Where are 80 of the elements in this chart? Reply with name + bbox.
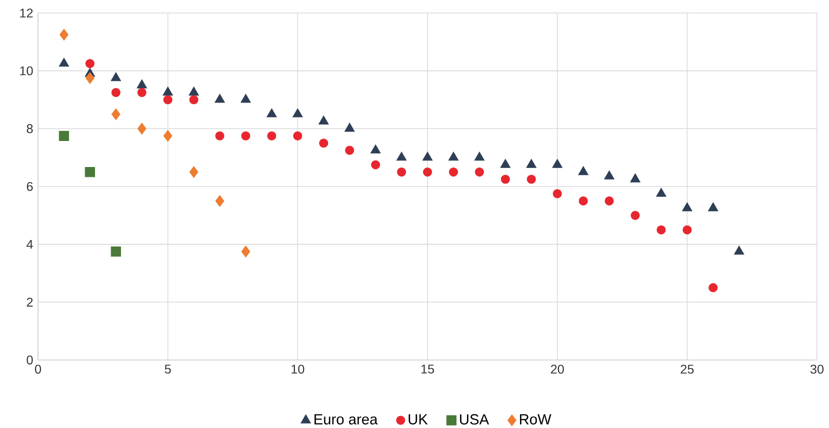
point: [396, 152, 407, 161]
legend-label: RoW: [520, 414, 552, 424]
point: [266, 108, 277, 118]
point: [448, 167, 458, 177]
point: [85, 59, 94, 68]
x-tick-label: 0: [34, 364, 42, 374]
point: [110, 246, 121, 257]
point: [682, 225, 692, 234]
y-tick-label: 10: [20, 66, 33, 76]
point: [344, 122, 355, 132]
point: [578, 166, 588, 176]
point: [58, 130, 70, 141]
point: [214, 94, 225, 103]
point: [189, 95, 198, 104]
point: [188, 86, 199, 96]
legend-label: UK: [408, 414, 428, 424]
point: [136, 79, 147, 88]
point: [708, 202, 718, 212]
point: [422, 167, 432, 177]
point: [604, 196, 614, 206]
y-tick-label: 4: [26, 240, 33, 249]
point: [241, 131, 250, 140]
point: [137, 88, 146, 98]
point: [656, 225, 666, 234]
y-tick-label: 2: [26, 298, 33, 307]
point: [422, 152, 433, 161]
point: [552, 189, 562, 198]
point: [474, 167, 484, 177]
x-tick-label: 25: [680, 364, 694, 374]
point: [656, 188, 666, 197]
point: [630, 210, 640, 220]
point: [58, 58, 70, 67]
point: [345, 146, 354, 155]
point: [111, 108, 120, 120]
point: [241, 246, 250, 258]
x-tick-label: 15: [421, 364, 434, 374]
point: [318, 116, 329, 124]
point: [292, 108, 303, 118]
point: [526, 174, 536, 184]
x-tick-label: 30: [810, 364, 824, 374]
point: [500, 158, 511, 168]
point: [293, 131, 302, 140]
point: [137, 122, 146, 135]
y-tick-label: 6: [26, 182, 33, 191]
point: [60, 28, 68, 41]
y-tick-label: 8: [26, 124, 33, 134]
point: [215, 195, 224, 207]
point: [85, 72, 94, 84]
point: [267, 131, 276, 140]
point: [734, 246, 744, 255]
point: [111, 88, 120, 98]
point: [474, 152, 485, 161]
y-tick-label: 0: [26, 356, 33, 364]
point: [84, 166, 96, 178]
point: [448, 152, 459, 161]
point: [371, 160, 380, 170]
legend-label: USA: [460, 414, 490, 425]
legend-label: Euro area: [314, 414, 378, 424]
point: [604, 170, 614, 180]
point: [240, 94, 251, 103]
point: [370, 144, 381, 154]
point: [215, 131, 224, 140]
point: [708, 283, 718, 292]
point: [319, 138, 328, 148]
point: [526, 158, 536, 168]
point: [163, 95, 172, 104]
x-tick-label: 5: [164, 364, 171, 374]
point: [630, 173, 640, 182]
point: [578, 196, 588, 206]
point: [552, 158, 562, 168]
x-tick-label: 20: [550, 364, 564, 374]
point: [500, 174, 510, 184]
point: [163, 130, 172, 142]
point: [397, 167, 406, 177]
point: [189, 166, 198, 178]
point: [162, 86, 173, 96]
point: [682, 202, 692, 212]
y-tick-label: 12: [20, 8, 33, 18]
point: [110, 72, 122, 82]
x-tick-label: 10: [292, 364, 304, 374]
